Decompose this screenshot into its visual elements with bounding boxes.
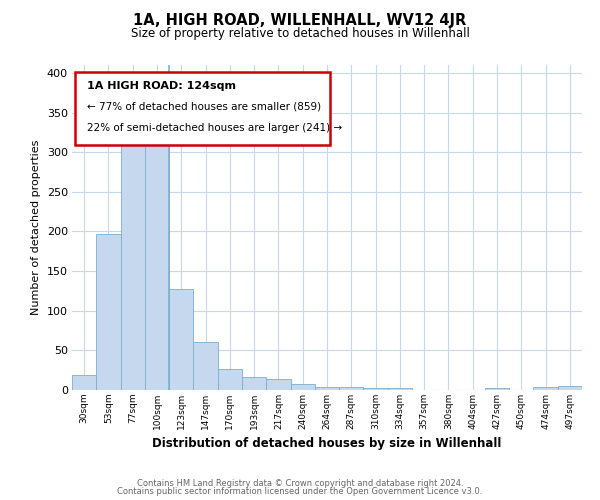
Text: 1A, HIGH ROAD, WILLENHALL, WV12 4JR: 1A, HIGH ROAD, WILLENHALL, WV12 4JR bbox=[133, 12, 467, 28]
X-axis label: Distribution of detached houses by size in Willenhall: Distribution of detached houses by size … bbox=[152, 438, 502, 450]
Bar bbox=[218, 370, 242, 390]
Text: ← 77% of detached houses are smaller (859): ← 77% of detached houses are smaller (85… bbox=[88, 102, 322, 112]
Bar bbox=[364, 388, 388, 390]
Text: Contains public sector information licensed under the Open Government Licence v3: Contains public sector information licen… bbox=[118, 487, 482, 496]
FancyBboxPatch shape bbox=[74, 72, 329, 144]
Bar bbox=[72, 375, 96, 390]
Text: 1A HIGH ROAD: 124sqm: 1A HIGH ROAD: 124sqm bbox=[88, 80, 236, 90]
Bar bbox=[121, 136, 145, 390]
Bar bbox=[485, 388, 509, 390]
Bar bbox=[266, 379, 290, 390]
Bar bbox=[96, 234, 121, 390]
Bar bbox=[388, 388, 412, 390]
Bar bbox=[558, 386, 582, 390]
Text: Size of property relative to detached houses in Willenhall: Size of property relative to detached ho… bbox=[131, 28, 469, 40]
Bar bbox=[145, 132, 169, 390]
Bar bbox=[315, 387, 339, 390]
Bar bbox=[193, 342, 218, 390]
Bar bbox=[339, 387, 364, 390]
Text: Contains HM Land Registry data © Crown copyright and database right 2024.: Contains HM Land Registry data © Crown c… bbox=[137, 478, 463, 488]
Text: 22% of semi-detached houses are larger (241) →: 22% of semi-detached houses are larger (… bbox=[88, 123, 343, 133]
Bar bbox=[169, 288, 193, 390]
Bar bbox=[290, 384, 315, 390]
Bar bbox=[533, 387, 558, 390]
Y-axis label: Number of detached properties: Number of detached properties bbox=[31, 140, 41, 315]
Bar bbox=[242, 378, 266, 390]
